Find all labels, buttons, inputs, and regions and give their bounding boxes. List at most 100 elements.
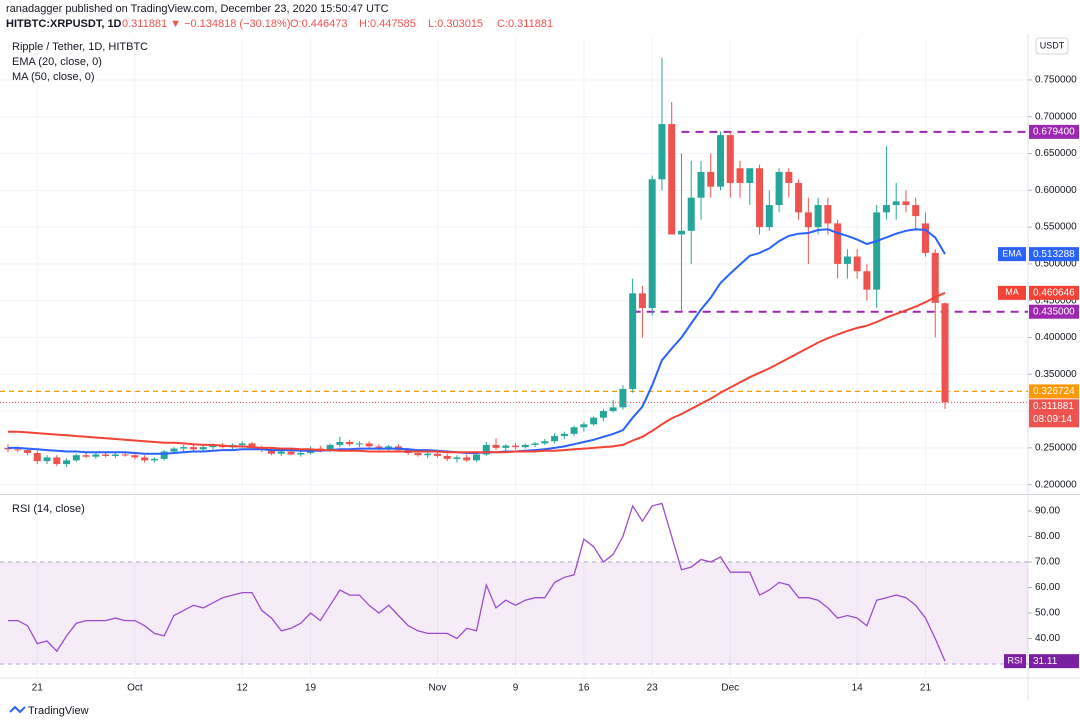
candle-body [492, 444, 500, 448]
indicator-value-box [1029, 247, 1079, 262]
y-tick-label: 0.600000 [1035, 185, 1077, 196]
candle-body [502, 445, 510, 448]
indicator-value-box [1029, 285, 1079, 300]
indicator-line [8, 291, 946, 454]
candle-body [521, 444, 529, 448]
x-tick-label: Nov [429, 683, 447, 694]
level-tag [1029, 124, 1079, 139]
y-tick-label: 0.400000 [1035, 332, 1077, 343]
candle-body [541, 441, 549, 444]
level-tag [1029, 304, 1079, 319]
candle-body [687, 197, 695, 231]
candle-body [882, 205, 890, 213]
currency[interactable]: USDT [1040, 40, 1065, 50]
candle-body [443, 455, 451, 459]
candle-body [482, 444, 490, 455]
candle-body [326, 444, 334, 451]
candle-body [355, 443, 363, 445]
y-tick-label: 0.200000 [1035, 479, 1077, 490]
candle-body [238, 443, 246, 445]
rsi-tag: RSI [1007, 656, 1022, 666]
candle-body [248, 443, 256, 448]
candle-body [473, 454, 480, 461]
candle-body [648, 179, 656, 309]
candle-body [658, 124, 666, 180]
currency-box[interactable] [1035, 37, 1069, 55]
candle-body [804, 212, 812, 228]
candle-body [707, 171, 715, 187]
candle-body [717, 135, 725, 187]
legend-entry: MA (50, close, 0) [12, 71, 95, 83]
candle-body [912, 205, 920, 217]
candle-body [424, 453, 432, 456]
rsi-value-box [1029, 654, 1079, 669]
candle-body [756, 168, 764, 228]
candle-body [863, 271, 871, 290]
candle-body [160, 451, 168, 459]
symbol: HITBTC:XRPUSDT, 1D [6, 18, 122, 30]
candle-body [277, 451, 285, 454]
candle-body [619, 388, 627, 408]
candle-body [629, 293, 637, 389]
candle-body [121, 454, 129, 456]
candle-body [72, 455, 80, 461]
candle-body [63, 460, 71, 465]
candle-body [297, 453, 305, 455]
candle-body [560, 433, 568, 437]
candle-body [638, 293, 646, 309]
indicator-tag-box [998, 285, 1026, 300]
candle-body [365, 443, 373, 447]
level-label: 0.326724 [1033, 386, 1075, 397]
legend-entry: EMA (20, close, 0) [12, 56, 102, 68]
candle-body [775, 171, 783, 206]
close-tag [1029, 399, 1079, 428]
y-tick-label: 0.750000 [1035, 75, 1077, 86]
candle-body [14, 449, 22, 451]
x-tick-label: 9 [513, 683, 519, 694]
candle-body [921, 223, 929, 253]
candle-body [414, 453, 422, 456]
candle-body [180, 447, 188, 449]
rsi-tick-label: 50.00 [1035, 608, 1060, 619]
ohlc: L:0.303015 [428, 18, 483, 30]
level-label: 0.435000 [1033, 306, 1075, 317]
candle-body [551, 436, 559, 442]
candle-body [141, 457, 149, 461]
candle-body [609, 407, 617, 412]
candle-body [189, 447, 197, 450]
rsi-legend: RSI (14, close) [12, 503, 85, 515]
candle-body [677, 230, 685, 235]
candle-body [746, 168, 754, 183]
candle-body [209, 445, 217, 448]
candle-body [668, 124, 676, 235]
candle-body [580, 424, 588, 428]
candle-body [873, 212, 881, 290]
x-tick-label: 21 [920, 683, 932, 694]
candle-body [814, 205, 822, 228]
x-tick-label: 12 [237, 683, 249, 694]
candle-body [346, 441, 354, 445]
indicator-tag-box [998, 247, 1026, 262]
candle-body [433, 453, 441, 456]
level-tag [1029, 384, 1079, 399]
candle-body [268, 450, 276, 454]
y-tick-label: 0.500000 [1035, 259, 1077, 270]
candle-body [785, 171, 793, 183]
footer: TradingView [28, 705, 89, 717]
candle-body [199, 447, 207, 450]
rsi-band [0, 562, 1028, 664]
indicator-tag: MA [1005, 287, 1019, 297]
candle-body [82, 455, 90, 457]
close-label: 0.311881 [1033, 401, 1074, 412]
candle-body [736, 168, 744, 183]
x-tick-label: 14 [852, 683, 864, 694]
legend-main: Ripple / Tether, 1D, HITBTC [12, 41, 148, 53]
y-tick-label: 0.450000 [1035, 295, 1077, 306]
candle-body [453, 457, 461, 459]
y-tick-label: 0.700000 [1035, 111, 1077, 122]
candle-body [375, 446, 383, 448]
rsi-tick-label: 40.00 [1035, 633, 1060, 644]
indicator-value: 0.513288 [1033, 249, 1075, 260]
